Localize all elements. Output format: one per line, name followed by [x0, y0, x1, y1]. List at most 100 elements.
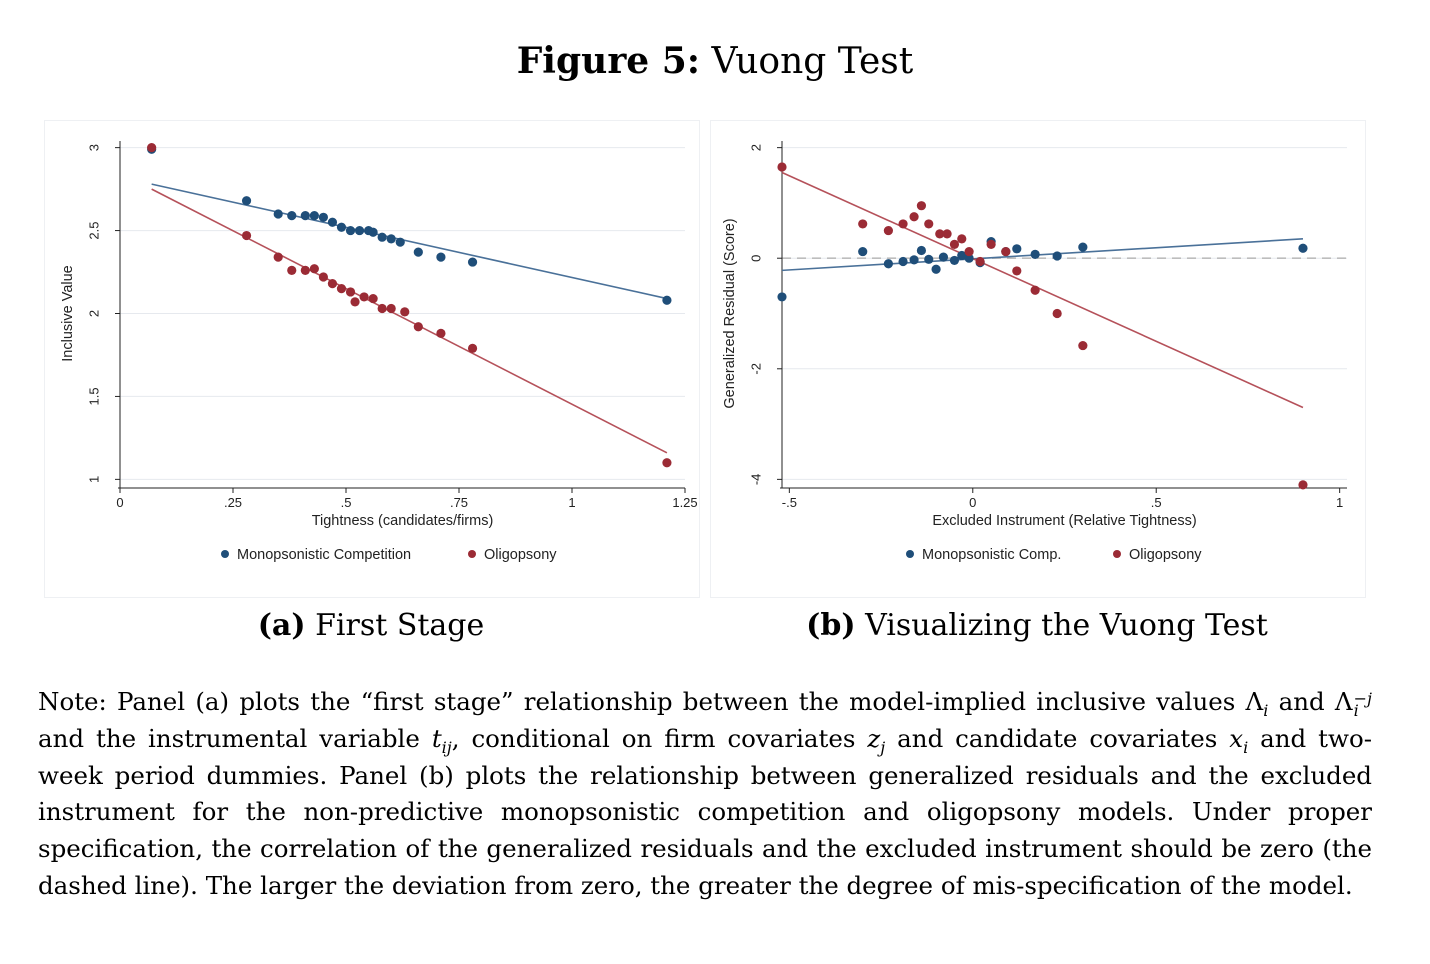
- x-tick-label: .75: [450, 495, 468, 510]
- point-monopsonistic: [327, 217, 338, 227]
- figure-title: Figure 5: Vuong Test: [0, 40, 1430, 82]
- point-oligopsony: [436, 328, 446, 339]
- point-oligopsony: [986, 239, 996, 249]
- point-monopsonistic: [916, 245, 927, 256]
- point-monopsonistic: [377, 232, 387, 242]
- point-oligopsony: [909, 212, 919, 222]
- legend-label: Oligopsony: [1129, 547, 1202, 563]
- panel-a-chart: 1 1.5 2 2.5 3 0 .25 .5 .75 1 1.25 Tightness (candid…: [44, 120, 700, 598]
- point-monopsonistic: [898, 256, 908, 267]
- point-oligopsony: [935, 229, 945, 239]
- point-oligopsony: [386, 303, 396, 314]
- figure-label: Figure 5:: [516, 40, 701, 82]
- point-oligopsony: [949, 239, 960, 249]
- panel-a-caption-label: (a): [257, 608, 306, 643]
- y-tick-label: 1: [87, 476, 102, 483]
- point-oligopsony: [241, 230, 252, 241]
- point-oligopsony: [273, 252, 283, 262]
- point-monopsonistic: [957, 250, 967, 261]
- point-oligopsony: [467, 343, 478, 353]
- point-monopsonistic: [777, 292, 787, 302]
- point-oligopsony: [916, 201, 927, 211]
- point-monopsonistic: [1298, 243, 1308, 253]
- fit-line-oligopsony: [151, 188, 668, 454]
- vuong-test-plot: -4 -2 0 2 -.5 0 .5 1 Excluded Instrument (Relati…: [722, 141, 1347, 563]
- point-monopsonistic: [858, 246, 868, 257]
- legend-marker: [1113, 550, 1121, 558]
- point-monopsonistic: [964, 253, 974, 263]
- x-tick-label: .5: [341, 495, 352, 510]
- point-monopsonistic: [931, 264, 941, 274]
- legend-marker: [906, 550, 914, 558]
- point-oligopsony: [147, 143, 157, 153]
- point-oligopsony: [1012, 266, 1022, 276]
- panel-b-caption-label: (b): [806, 608, 856, 643]
- x-axis-title: Excluded Instrument (Relative Tightness): [932, 513, 1196, 529]
- y-tick-label: 2: [87, 310, 102, 317]
- point-monopsonistic: [662, 295, 672, 305]
- figure-note: Note: Panel (a) plots the “first stage” …: [38, 684, 1372, 905]
- y-tick-label: 3: [87, 144, 102, 151]
- point-oligopsony: [777, 162, 787, 172]
- note-text: and: [1268, 687, 1335, 716]
- point-monopsonistic: [395, 237, 405, 247]
- point-monopsonistic: [354, 225, 365, 236]
- point-monopsonistic: [386, 234, 396, 244]
- point-oligopsony: [898, 219, 908, 229]
- point-oligopsony: [318, 272, 328, 282]
- first-stage-plot: 1 1.5 2 2.5 3 0 .25 .5 .75 1 1.25 Tightness (candid…: [60, 141, 698, 563]
- point-oligopsony: [858, 219, 868, 229]
- note-math: zj: [867, 723, 886, 757]
- point-monopsonistic: [1030, 249, 1040, 259]
- x-tick-label: -.5: [782, 495, 797, 510]
- x-axis-title: Tightness (candidates/firms): [312, 513, 494, 529]
- fit-line-monopsonistic: [781, 238, 1304, 272]
- point-monopsonistic: [1052, 251, 1062, 261]
- point-oligopsony: [1298, 480, 1308, 490]
- legend-label: Monopsonistic Competition: [237, 547, 411, 563]
- point-monopsonistic: [909, 255, 919, 265]
- note-text: and two-week period dummies. Panel (b) p…: [38, 723, 1372, 900]
- point-monopsonistic: [1012, 244, 1022, 254]
- panel-b-caption: (b) Visualizing the Vuong Test: [710, 608, 1364, 643]
- point-oligopsony: [964, 246, 974, 257]
- point-oligopsony: [662, 458, 672, 468]
- point-monopsonistic: [368, 227, 378, 237]
- point-monopsonistic: [336, 222, 347, 232]
- point-oligopsony: [287, 265, 297, 275]
- legend-marker: [468, 550, 476, 558]
- note-text: and candidate covariates: [885, 723, 1230, 753]
- y-tick-label: 2: [749, 144, 764, 151]
- point-monopsonistic: [287, 211, 297, 221]
- note-math: tij: [431, 723, 452, 757]
- fit-line-monopsonistic: [151, 183, 668, 300]
- note-text: Note: Panel (a) plots the “first stage” …: [38, 687, 1246, 716]
- point-monopsonistic: [273, 209, 283, 219]
- note-text: , conditional on firm covariates: [451, 723, 868, 753]
- legend-marker: [221, 550, 229, 558]
- point-oligopsony: [359, 292, 369, 302]
- note-math: xi: [1229, 723, 1249, 757]
- point-monopsonistic: [467, 257, 478, 267]
- point-oligopsony: [368, 293, 378, 304]
- y-axis-title: Generalized Residual (Score): [722, 218, 738, 408]
- point-monopsonistic: [345, 225, 356, 236]
- panel-a-caption-text: First Stage: [315, 608, 485, 643]
- panel-b-chart: -4 -2 0 2 -.5 0 .5 1 Excluded Instrument (Relati…: [710, 120, 1366, 598]
- x-tick-label: 1: [1336, 495, 1343, 510]
- point-oligopsony: [1052, 308, 1062, 319]
- panel-a-caption: (a) First Stage: [44, 608, 698, 643]
- point-oligopsony: [942, 229, 952, 239]
- point-monopsonistic: [1078, 242, 1088, 252]
- x-tick-label: 1: [568, 495, 575, 510]
- x-tick-label: 1.25: [672, 495, 697, 510]
- legend-label: Oligopsony: [484, 547, 557, 563]
- point-monopsonistic: [924, 254, 934, 264]
- point-monopsonistic: [300, 211, 310, 221]
- note-math: Λ −j i: [1334, 687, 1372, 720]
- point-monopsonistic: [413, 247, 423, 257]
- point-monopsonistic: [949, 255, 960, 266]
- point-oligopsony: [300, 265, 310, 275]
- point-monopsonistic: [309, 211, 319, 221]
- note-math: Λi: [1245, 687, 1269, 720]
